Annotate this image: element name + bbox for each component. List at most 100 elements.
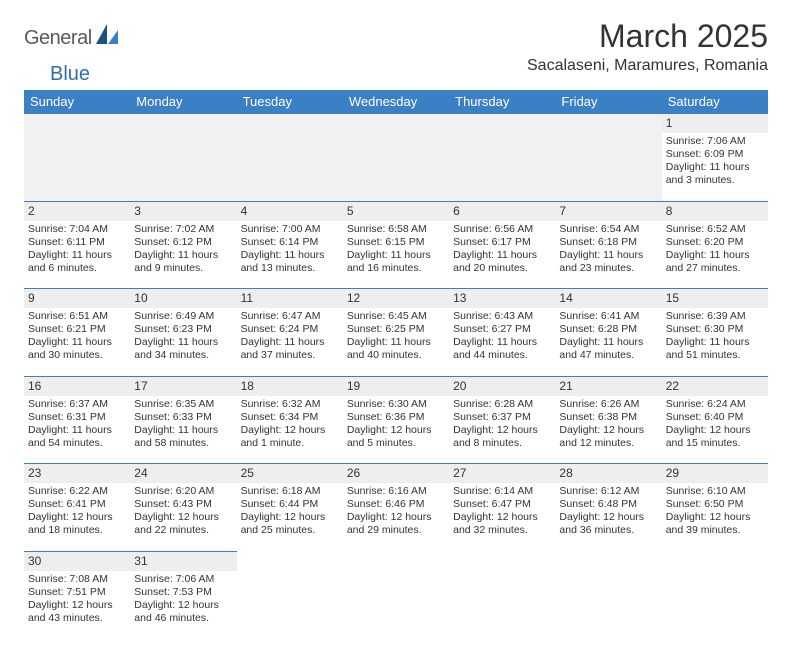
day-info-line: Sunset: 6:11 PM: [28, 236, 126, 249]
day-info-line: Daylight: 12 hours: [453, 511, 551, 524]
day-info-line: Sunrise: 6:43 AM: [453, 310, 551, 323]
day-info-line: and 27 minutes.: [666, 262, 764, 275]
weekday-header: Thursday: [449, 90, 555, 114]
day-number-cell: 27: [449, 464, 555, 484]
day-info-line: Daylight: 11 hours: [559, 336, 657, 349]
day-info-line: Daylight: 12 hours: [134, 599, 232, 612]
day-info-line: Daylight: 12 hours: [241, 511, 339, 524]
calendar-body: 1 Sunrise: 7:06 AMSunset: 6:09 PMDayligh…: [24, 114, 768, 639]
day-info-line: Sunrise: 7:06 AM: [666, 135, 764, 148]
day-number-cell: [237, 114, 343, 134]
day-info-line: Sunrise: 6:18 AM: [241, 485, 339, 498]
day-info-line: Daylight: 11 hours: [453, 249, 551, 262]
weekday-header: Wednesday: [343, 90, 449, 114]
day-info-line: and 37 minutes.: [241, 349, 339, 362]
day-number-cell: [237, 551, 343, 571]
day-info-line: Daylight: 11 hours: [559, 249, 657, 262]
day-info-line: Sunrise: 6:56 AM: [453, 223, 551, 236]
day-cell: Sunrise: 6:47 AMSunset: 6:24 PMDaylight:…: [237, 308, 343, 376]
day-info-line: Sunset: 6:40 PM: [666, 411, 764, 424]
day-info-line: Sunset: 6:44 PM: [241, 498, 339, 511]
day-number-cell: [449, 551, 555, 571]
day-info-line: and 5 minutes.: [347, 437, 445, 450]
weekday-header: Sunday: [24, 90, 130, 114]
day-info-line: Sunset: 6:27 PM: [453, 323, 551, 336]
day-info-line: Sunset: 6:17 PM: [453, 236, 551, 249]
day-info-line: Sunrise: 6:12 AM: [559, 485, 657, 498]
day-info-line: Sunset: 6:18 PM: [559, 236, 657, 249]
day-info-line: Sunrise: 6:39 AM: [666, 310, 764, 323]
day-info-line: Sunset: 6:24 PM: [241, 323, 339, 336]
day-cell: Sunrise: 6:52 AMSunset: 6:20 PMDaylight:…: [662, 221, 768, 289]
day-cell: Sunrise: 6:51 AMSunset: 6:21 PMDaylight:…: [24, 308, 130, 376]
day-info-line: Sunrise: 6:45 AM: [347, 310, 445, 323]
day-number-cell: 31: [130, 551, 236, 571]
day-info-line: and 25 minutes.: [241, 524, 339, 537]
day-info-line: Daylight: 11 hours: [28, 424, 126, 437]
day-info-line: and 46 minutes.: [134, 612, 232, 625]
day-info-line: and 40 minutes.: [347, 349, 445, 362]
day-info-line: Sunrise: 6:37 AM: [28, 398, 126, 411]
day-number-cell: 10: [130, 289, 236, 309]
day-number-cell: 26: [343, 464, 449, 484]
day-info-line: and 9 minutes.: [134, 262, 232, 275]
day-info-line: Sunrise: 7:02 AM: [134, 223, 232, 236]
day-number-cell: 24: [130, 464, 236, 484]
day-cell: Sunrise: 6:10 AMSunset: 6:50 PMDaylight:…: [662, 483, 768, 551]
day-number-cell: 5: [343, 201, 449, 221]
logo-sail-icon: [96, 24, 118, 44]
day-info-line: Daylight: 11 hours: [666, 336, 764, 349]
day-info-line: and 12 minutes.: [559, 437, 657, 450]
day-info-line: Sunset: 6:33 PM: [134, 411, 232, 424]
day-info-line: and 32 minutes.: [453, 524, 551, 537]
day-number-cell: 15: [662, 289, 768, 309]
day-info-line: Daylight: 11 hours: [666, 249, 764, 262]
day-number-cell: 8: [662, 201, 768, 221]
day-number-cell: 23: [24, 464, 130, 484]
day-cell: Sunrise: 6:54 AMSunset: 6:18 PMDaylight:…: [555, 221, 661, 289]
day-cell: Sunrise: 6:16 AMSunset: 6:46 PMDaylight:…: [343, 483, 449, 551]
day-info-line: Sunset: 6:36 PM: [347, 411, 445, 424]
day-info-line: and 16 minutes.: [347, 262, 445, 275]
day-info-line: Sunset: 6:48 PM: [559, 498, 657, 511]
day-cell: Sunrise: 6:18 AMSunset: 6:44 PMDaylight:…: [237, 483, 343, 551]
day-info-line: Sunrise: 7:08 AM: [28, 573, 126, 586]
day-info-line: Daylight: 11 hours: [666, 161, 764, 174]
logo: General: [24, 18, 120, 52]
day-number-cell: 21: [555, 376, 661, 396]
day-cell: [130, 133, 236, 201]
weekday-header: Friday: [555, 90, 661, 114]
day-info-line: Sunset: 6:50 PM: [666, 498, 764, 511]
day-number-cell: [24, 114, 130, 134]
day-cell: Sunrise: 6:56 AMSunset: 6:17 PMDaylight:…: [449, 221, 555, 289]
day-info-line: and 22 minutes.: [134, 524, 232, 537]
day-info-line: Sunrise: 6:41 AM: [559, 310, 657, 323]
day-info-line: Sunset: 6:37 PM: [453, 411, 551, 424]
day-cell: Sunrise: 6:30 AMSunset: 6:36 PMDaylight:…: [343, 396, 449, 464]
day-info-line: Sunset: 6:30 PM: [666, 323, 764, 336]
day-info-line: Daylight: 12 hours: [241, 424, 339, 437]
day-info-line: Sunset: 6:38 PM: [559, 411, 657, 424]
day-cell: [662, 571, 768, 639]
day-info-line: Sunrise: 6:22 AM: [28, 485, 126, 498]
day-cell: Sunrise: 7:02 AMSunset: 6:12 PMDaylight:…: [130, 221, 236, 289]
day-number-cell: [449, 114, 555, 134]
day-cell: Sunrise: 6:28 AMSunset: 6:37 PMDaylight:…: [449, 396, 555, 464]
day-info-line: Daylight: 12 hours: [347, 424, 445, 437]
day-number-cell: 14: [555, 289, 661, 309]
day-cell: Sunrise: 6:32 AMSunset: 6:34 PMDaylight:…: [237, 396, 343, 464]
day-info-line: Daylight: 12 hours: [666, 511, 764, 524]
day-cell: [555, 133, 661, 201]
day-info-line: Sunrise: 6:58 AM: [347, 223, 445, 236]
day-info-line: Sunset: 6:14 PM: [241, 236, 339, 249]
day-cell: Sunrise: 6:20 AMSunset: 6:43 PMDaylight:…: [130, 483, 236, 551]
day-info-line: Sunset: 6:43 PM: [134, 498, 232, 511]
day-info-line: and 20 minutes.: [453, 262, 551, 275]
day-number-cell: 1: [662, 114, 768, 134]
day-info-line: Sunrise: 7:06 AM: [134, 573, 232, 586]
day-number-cell: 25: [237, 464, 343, 484]
day-number-cell: 6: [449, 201, 555, 221]
day-number-cell: [555, 551, 661, 571]
day-number-cell: [662, 551, 768, 571]
day-info-line: and 23 minutes.: [559, 262, 657, 275]
